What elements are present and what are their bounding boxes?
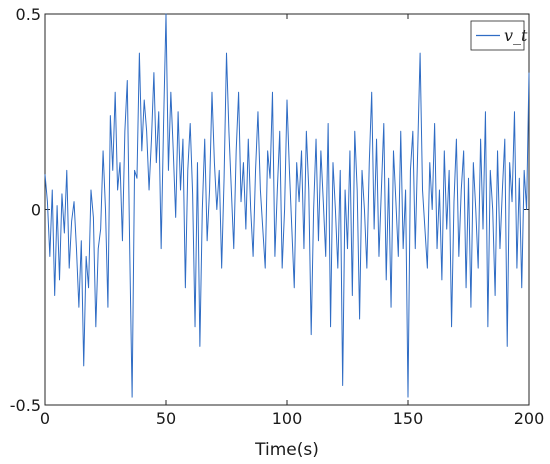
- y-tick-label: 0: [31, 201, 41, 220]
- x-axis-title: Time(s): [254, 440, 319, 460]
- x-axis-tick-labels: 0 50 100 150 200: [40, 409, 544, 428]
- x-tick-label: 0: [40, 409, 50, 428]
- x-tick-label: 100: [272, 409, 303, 428]
- legend: v_t: [470, 20, 528, 51]
- legend-label: v_t: [504, 26, 528, 45]
- y-tick-label: 0.5: [16, 5, 41, 24]
- x-tick-label: 150: [393, 409, 424, 428]
- y-axis-tick-labels: -0.5 0 0.5: [10, 5, 41, 415]
- y-tick-label: -0.5: [10, 396, 41, 415]
- x-tick-label: 200: [514, 409, 545, 428]
- plot-area: [44, 13, 530, 406]
- series-layer: [44, 13, 530, 398]
- x-tick-label: 50: [156, 409, 176, 428]
- series-line-v-t: [44, 13, 530, 398]
